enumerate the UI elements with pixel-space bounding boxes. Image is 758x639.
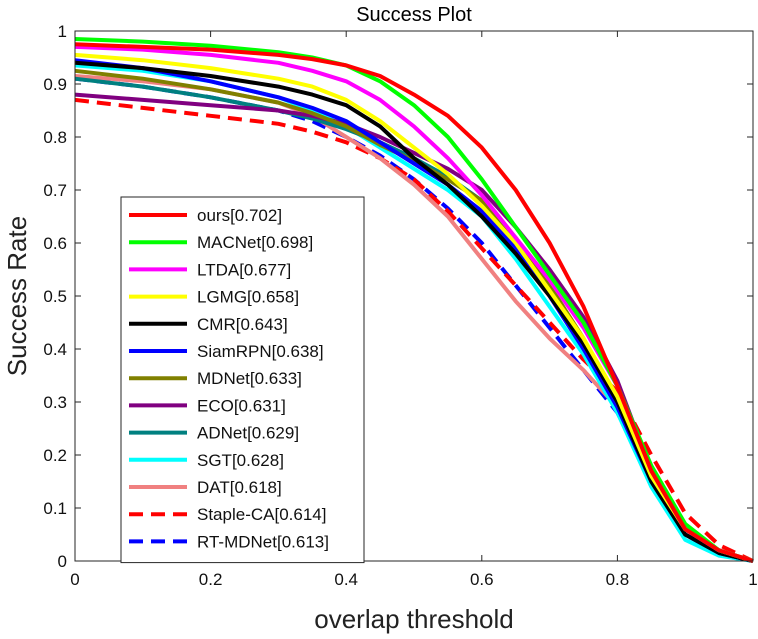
legend-entry: Staple-CA[0.614]	[197, 505, 326, 524]
series-line	[74, 97, 754, 563]
y-tick-label: 0	[58, 552, 67, 571]
series-line	[74, 37, 754, 563]
legend-entry: MACNet[0.698]	[197, 233, 313, 252]
x-tick-label: 0.8	[606, 570, 630, 589]
y-tick-label: 0.5	[43, 287, 67, 306]
series-line	[74, 52, 754, 563]
series-line	[74, 42, 754, 563]
y-tick-label: 0.2	[43, 446, 67, 465]
legend-entry: DAT[0.618]	[197, 478, 282, 497]
y-tick-label: 0.3	[43, 393, 67, 412]
chart-title: Success Plot	[356, 4, 472, 26]
legend: ours[0.702] MACNet[0.698] LTDA[0.677] LGMG[…	[120, 196, 365, 564]
y-tick-label: 0.8	[43, 128, 67, 147]
y-tick-label: 0.1	[43, 499, 67, 518]
legend-entry: ADNet[0.629]	[197, 424, 299, 443]
legend-entry: ours[0.702]	[197, 206, 282, 225]
y-axis-label: Success Rate	[2, 216, 32, 376]
legend-entry: RT-MDNet[0.613]	[197, 532, 329, 551]
x-tick-label: 0.2	[199, 570, 223, 589]
legend-entry: LTDA[0.677]	[197, 260, 291, 279]
x-axis-label: overlap threshold	[314, 604, 513, 634]
legend-entry: ECO[0.631]	[197, 396, 286, 415]
y-tick-label: 0.9	[43, 75, 67, 94]
y-tick-label: 1	[58, 22, 67, 41]
x-tick-label: 0.6	[470, 570, 494, 589]
x-tick-label: 1	[748, 570, 757, 589]
legend-entry: CMR[0.643]	[197, 315, 288, 334]
legend-entry: SGT[0.628]	[197, 451, 284, 470]
legend-entry: MDNet[0.633]	[197, 369, 302, 388]
x-tick-label: 0	[70, 570, 79, 589]
y-tick-label: 0.4	[43, 340, 67, 359]
y-tick-label: 0.7	[43, 181, 67, 200]
legend-entry: SiamRPN[0.638]	[197, 342, 324, 361]
series-line	[74, 60, 754, 563]
y-tick-label: 0.6	[43, 234, 67, 253]
legend-entry: LGMG[0.658]	[197, 288, 299, 307]
x-tick-label: 0.4	[334, 570, 358, 589]
series-layer	[74, 37, 754, 563]
